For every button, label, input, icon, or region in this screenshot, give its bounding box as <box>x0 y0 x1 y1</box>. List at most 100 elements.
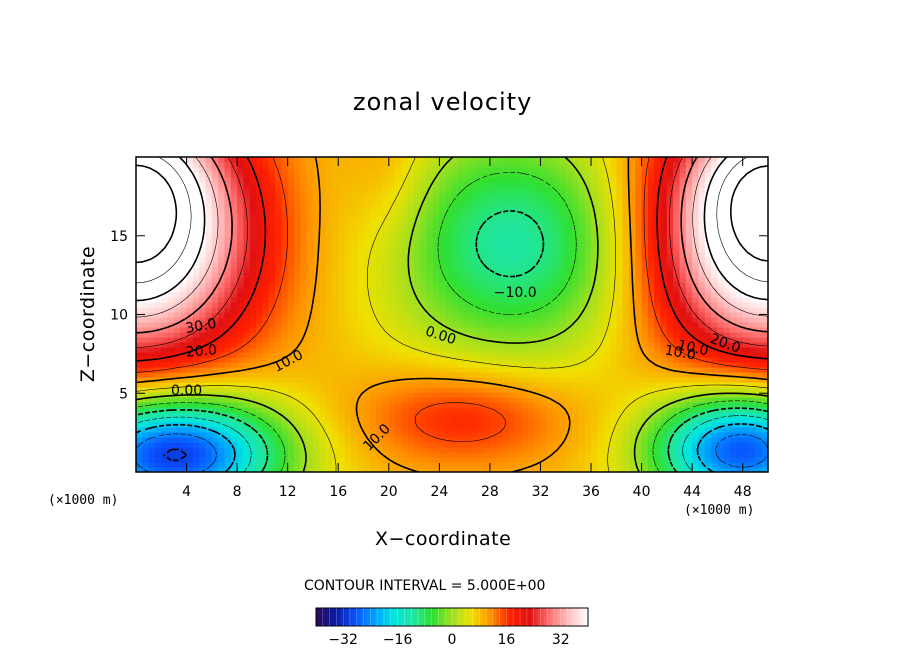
heatmap-cell <box>376 362 384 368</box>
heatmap-cell <box>249 247 257 253</box>
heatmap-cell <box>300 352 308 358</box>
heatmap-cell <box>256 322 263 328</box>
heatmap-cell <box>502 267 510 273</box>
heatmap-cell <box>439 247 447 253</box>
heatmap-cell <box>572 417 579 423</box>
heatmap-cell <box>502 282 510 288</box>
heatmap-cell <box>477 457 485 463</box>
heatmap-cell <box>395 402 403 408</box>
heatmap-cell <box>136 252 143 258</box>
heatmap-cell <box>211 437 219 443</box>
heatmap-cell <box>401 352 409 358</box>
heatmap-cell <box>553 262 561 268</box>
heatmap-cell <box>489 282 497 288</box>
heatmap-cell <box>597 247 605 253</box>
heatmap-cell <box>470 252 478 258</box>
heatmap-cell <box>350 462 358 468</box>
heatmap-cell <box>300 247 308 253</box>
heatmap-cell <box>572 367 579 373</box>
heatmap-cell <box>376 172 384 178</box>
heatmap-cell <box>306 272 314 278</box>
heatmap-cell <box>414 342 421 348</box>
heatmap-cell <box>344 222 352 228</box>
heatmap-cell <box>199 297 207 303</box>
heatmap-cell <box>610 257 617 263</box>
heatmap-cell <box>325 427 333 433</box>
heatmap-cell <box>148 372 156 378</box>
heatmap-cell <box>414 317 421 323</box>
heatmap-cell <box>622 362 630 368</box>
heatmap-cell <box>148 412 156 418</box>
heatmap-cell <box>452 392 459 398</box>
heatmap-cell <box>527 172 535 178</box>
heatmap-cell <box>256 327 263 333</box>
heatmap-cell <box>610 342 617 348</box>
heatmap-cell <box>369 177 377 183</box>
heatmap-cell <box>502 347 510 353</box>
heatmap-cell <box>572 172 579 178</box>
heatmap-cell <box>388 297 396 303</box>
heatmap-cell <box>357 307 365 313</box>
heatmap-cell <box>477 267 485 273</box>
heatmap-cell <box>268 262 276 268</box>
heatmap-cell <box>148 222 156 228</box>
heatmap-cell <box>161 232 169 238</box>
heatmap-cell <box>515 262 523 268</box>
heatmap-cell <box>262 217 270 223</box>
heatmap-cell <box>395 442 403 448</box>
heatmap-cell <box>218 177 226 183</box>
heatmap-cell <box>237 207 245 213</box>
heatmap-cell <box>445 232 453 238</box>
heatmap-cell <box>136 427 143 433</box>
heatmap-cell <box>148 462 156 468</box>
heatmap-cell <box>325 412 333 418</box>
heatmap-cell <box>565 302 573 308</box>
heatmap-cell <box>376 447 384 453</box>
heatmap-cell <box>610 192 617 198</box>
heatmap-cell <box>559 297 567 303</box>
heatmap-cell <box>173 247 181 253</box>
heatmap-cell <box>338 392 346 398</box>
heatmap-cell <box>363 292 371 298</box>
heatmap-cell <box>243 277 251 283</box>
heatmap-cell <box>136 352 143 358</box>
heatmap-cell <box>616 432 624 438</box>
heatmap-cell <box>331 407 339 413</box>
heatmap-cell <box>420 242 428 248</box>
heatmap-cell <box>628 467 636 472</box>
heatmap-cell <box>136 157 143 163</box>
heatmap-cell <box>502 167 510 173</box>
heatmap-cell <box>616 367 624 373</box>
heatmap-cell <box>376 332 384 338</box>
heatmap-cell <box>136 197 143 203</box>
heatmap-cell <box>294 442 301 448</box>
heatmap-cell <box>237 212 245 218</box>
heatmap-cell <box>489 192 497 198</box>
heatmap-cell <box>445 367 453 373</box>
heatmap-cell <box>622 237 630 243</box>
heatmap-cell <box>502 302 510 308</box>
heatmap-cell <box>319 317 327 323</box>
heatmap-cell <box>483 342 491 348</box>
heatmap-cell <box>281 217 289 223</box>
heatmap-cell <box>186 302 194 308</box>
heatmap-cell <box>483 212 491 218</box>
heatmap-cell <box>224 357 232 363</box>
heatmap-cell <box>154 367 162 373</box>
heatmap-cell <box>173 187 181 193</box>
heatmap-cell <box>154 267 162 273</box>
heatmap-cell <box>319 312 327 318</box>
heatmap-cell <box>578 287 586 293</box>
heatmap-cell <box>401 167 409 173</box>
heatmap-cell <box>445 392 453 398</box>
heatmap-cell <box>161 242 169 248</box>
heatmap-cell <box>205 157 213 163</box>
heatmap-cell <box>148 192 156 198</box>
heatmap-cell <box>262 427 270 433</box>
heatmap-cell <box>350 292 358 298</box>
heatmap-cell <box>199 252 207 258</box>
heatmap-cell <box>388 187 396 193</box>
heatmap-cell <box>414 457 421 463</box>
heatmap-cell <box>382 257 390 263</box>
heatmap-cell <box>344 177 352 183</box>
